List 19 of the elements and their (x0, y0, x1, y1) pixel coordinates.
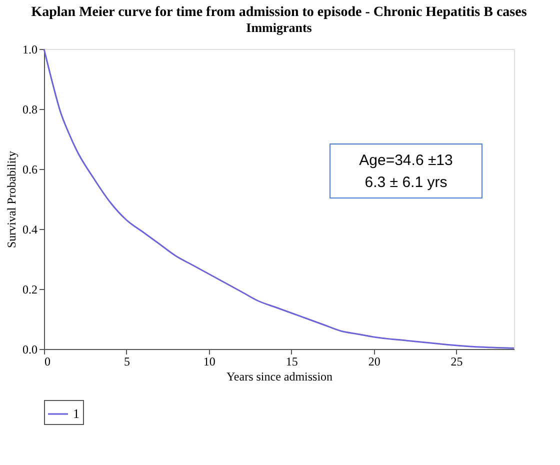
annotation: 6.3 ± 6.1 yrs (364, 174, 448, 191)
y-tick-label: 0.0 (22, 342, 38, 356)
y-tick-label: 0.6 (22, 162, 38, 176)
chart-subtitle: Immigrants (246, 20, 312, 35)
y-axis-title: Survival Probability (4, 151, 18, 248)
annotation: Age=34.6 ±13 (359, 152, 453, 169)
x-tick-label: 25 (450, 354, 463, 368)
x-tick-label: 10 (203, 354, 216, 368)
x-tick-label: 15 (286, 354, 298, 368)
y-tick-label: 0.4 (22, 222, 38, 236)
x-tick-label: 0 (44, 354, 50, 368)
x-tick-label: 20 (368, 354, 380, 368)
x-axis-title: Years since admission (226, 370, 333, 384)
legend-label: 1 (73, 406, 80, 421)
y-tick-label: 0.2 (22, 282, 38, 296)
chart-title: Kaplan Meier curve for time from admission to episode - Chronic Hepatitis B cases (31, 5, 528, 20)
y-tick-label: 0.8 (22, 102, 38, 116)
x-tick-label: 5 (124, 354, 130, 368)
y-tick-label: 1.0 (22, 42, 38, 56)
